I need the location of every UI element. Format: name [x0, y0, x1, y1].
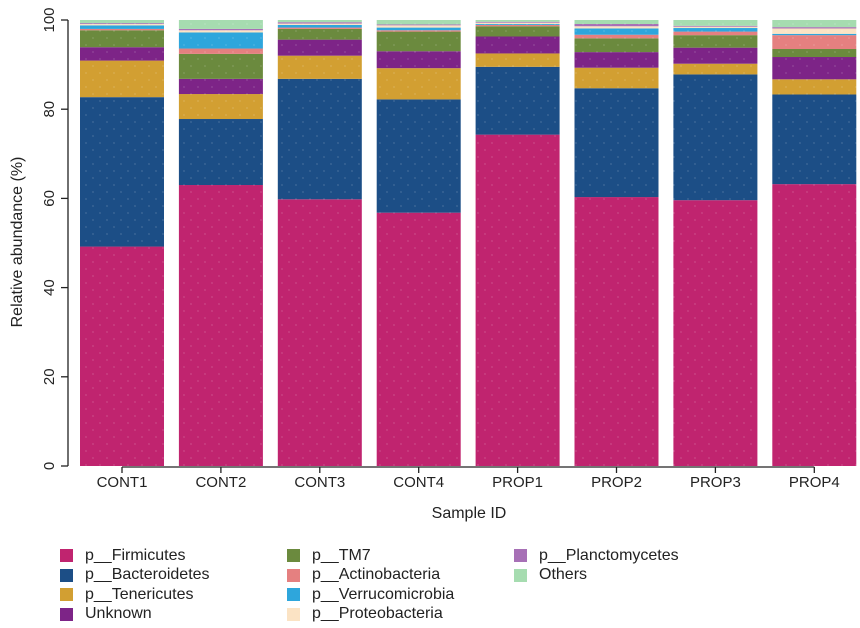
bar-texture	[673, 20, 758, 466]
x-tick-label: CONT1	[97, 474, 148, 491]
bar-texture	[574, 20, 659, 466]
x-axis-title: Sample ID	[432, 505, 507, 522]
legend-item: p__Tenericutes	[60, 585, 194, 604]
legend-label: p__Planctomycetes	[539, 546, 679, 564]
legend-item: p__Proteobacteria	[287, 605, 443, 624]
bar-stack	[574, 20, 659, 466]
x-tick-label: PROP1	[492, 474, 543, 491]
legend-swatch	[60, 588, 73, 601]
x-axis: CONT1 CONT2 CONT3 CONT4 PROP1 PROP2 PROP3 PROP4	[97, 466, 840, 491]
legend-swatch	[60, 607, 73, 621]
legend: p__Firmicutes p__Bacteroidetes p__Tenericu…	[60, 546, 700, 626]
legend-label: p__Firmicutes	[85, 546, 186, 564]
legend-label: Others	[539, 566, 588, 583]
x-tick-label: PROP3	[690, 474, 741, 491]
bar-texture	[376, 20, 461, 466]
legend-label: p__Bacteroidetes	[85, 566, 210, 583]
legend-swatch	[514, 568, 527, 582]
bar-stack	[80, 20, 164, 466]
bar-texture	[475, 20, 560, 466]
legend-item: p__Firmicutes	[60, 546, 185, 565]
y-tick-label: 80	[41, 101, 58, 118]
bar-texture	[277, 20, 362, 466]
y-axis: 0 20 40 60 80 100	[41, 7, 69, 470]
legend-item: Unknown	[60, 605, 152, 624]
legend-item: p__Verrucomicrobia	[287, 585, 454, 604]
legend-item: p__Bacteroidetes	[60, 566, 210, 585]
legend-swatch	[60, 568, 73, 582]
legend-item: Others	[514, 566, 587, 585]
bar-texture	[772, 20, 857, 466]
bars	[80, 20, 857, 467]
legend-swatch	[287, 588, 300, 601]
x-tick-label: PROP2	[591, 474, 642, 491]
bar-stack	[772, 20, 857, 467]
legend-item: p__Planctomycetes	[514, 546, 679, 565]
legend-swatch	[60, 549, 73, 562]
x-tick-label: CONT3	[294, 474, 345, 491]
legend-label: p__TM7	[312, 546, 371, 564]
x-tick-label: PROP4	[789, 474, 840, 491]
bar-texture	[178, 20, 263, 466]
legend-label: p__Proteobacteria	[312, 605, 443, 622]
bar-stack	[178, 20, 263, 466]
legend-label: p__Actinobacteria	[312, 566, 441, 583]
legend-item: p__TM7	[287, 546, 371, 565]
bar-texture	[80, 20, 164, 466]
y-tick-label: 40	[41, 279, 58, 296]
y-tick-label: 20	[41, 368, 58, 385]
y-tick-label: 0	[41, 462, 58, 470]
bar-stack	[475, 20, 560, 466]
bar-stack	[277, 20, 362, 467]
bar-stack	[673, 20, 758, 466]
legend-swatch	[514, 549, 527, 562]
legend-item: p__Actinobacteria	[287, 566, 440, 585]
legend-swatch	[287, 568, 300, 582]
legend-label: p__Tenericutes	[85, 585, 194, 603]
x-tick-label: CONT2	[195, 474, 246, 491]
legend-label: Unknown	[85, 605, 152, 622]
legend-swatch	[287, 549, 300, 562]
y-tick-label: 60	[41, 190, 58, 207]
y-tick-label: 100	[41, 7, 58, 32]
legend-swatch	[287, 607, 300, 621]
legend-label: p__Verrucomicrobia	[312, 585, 455, 603]
bar-stack	[376, 20, 461, 466]
x-tick-label: CONT4	[393, 474, 444, 491]
y-axis-title: Relative abundance (%)	[9, 157, 26, 328]
